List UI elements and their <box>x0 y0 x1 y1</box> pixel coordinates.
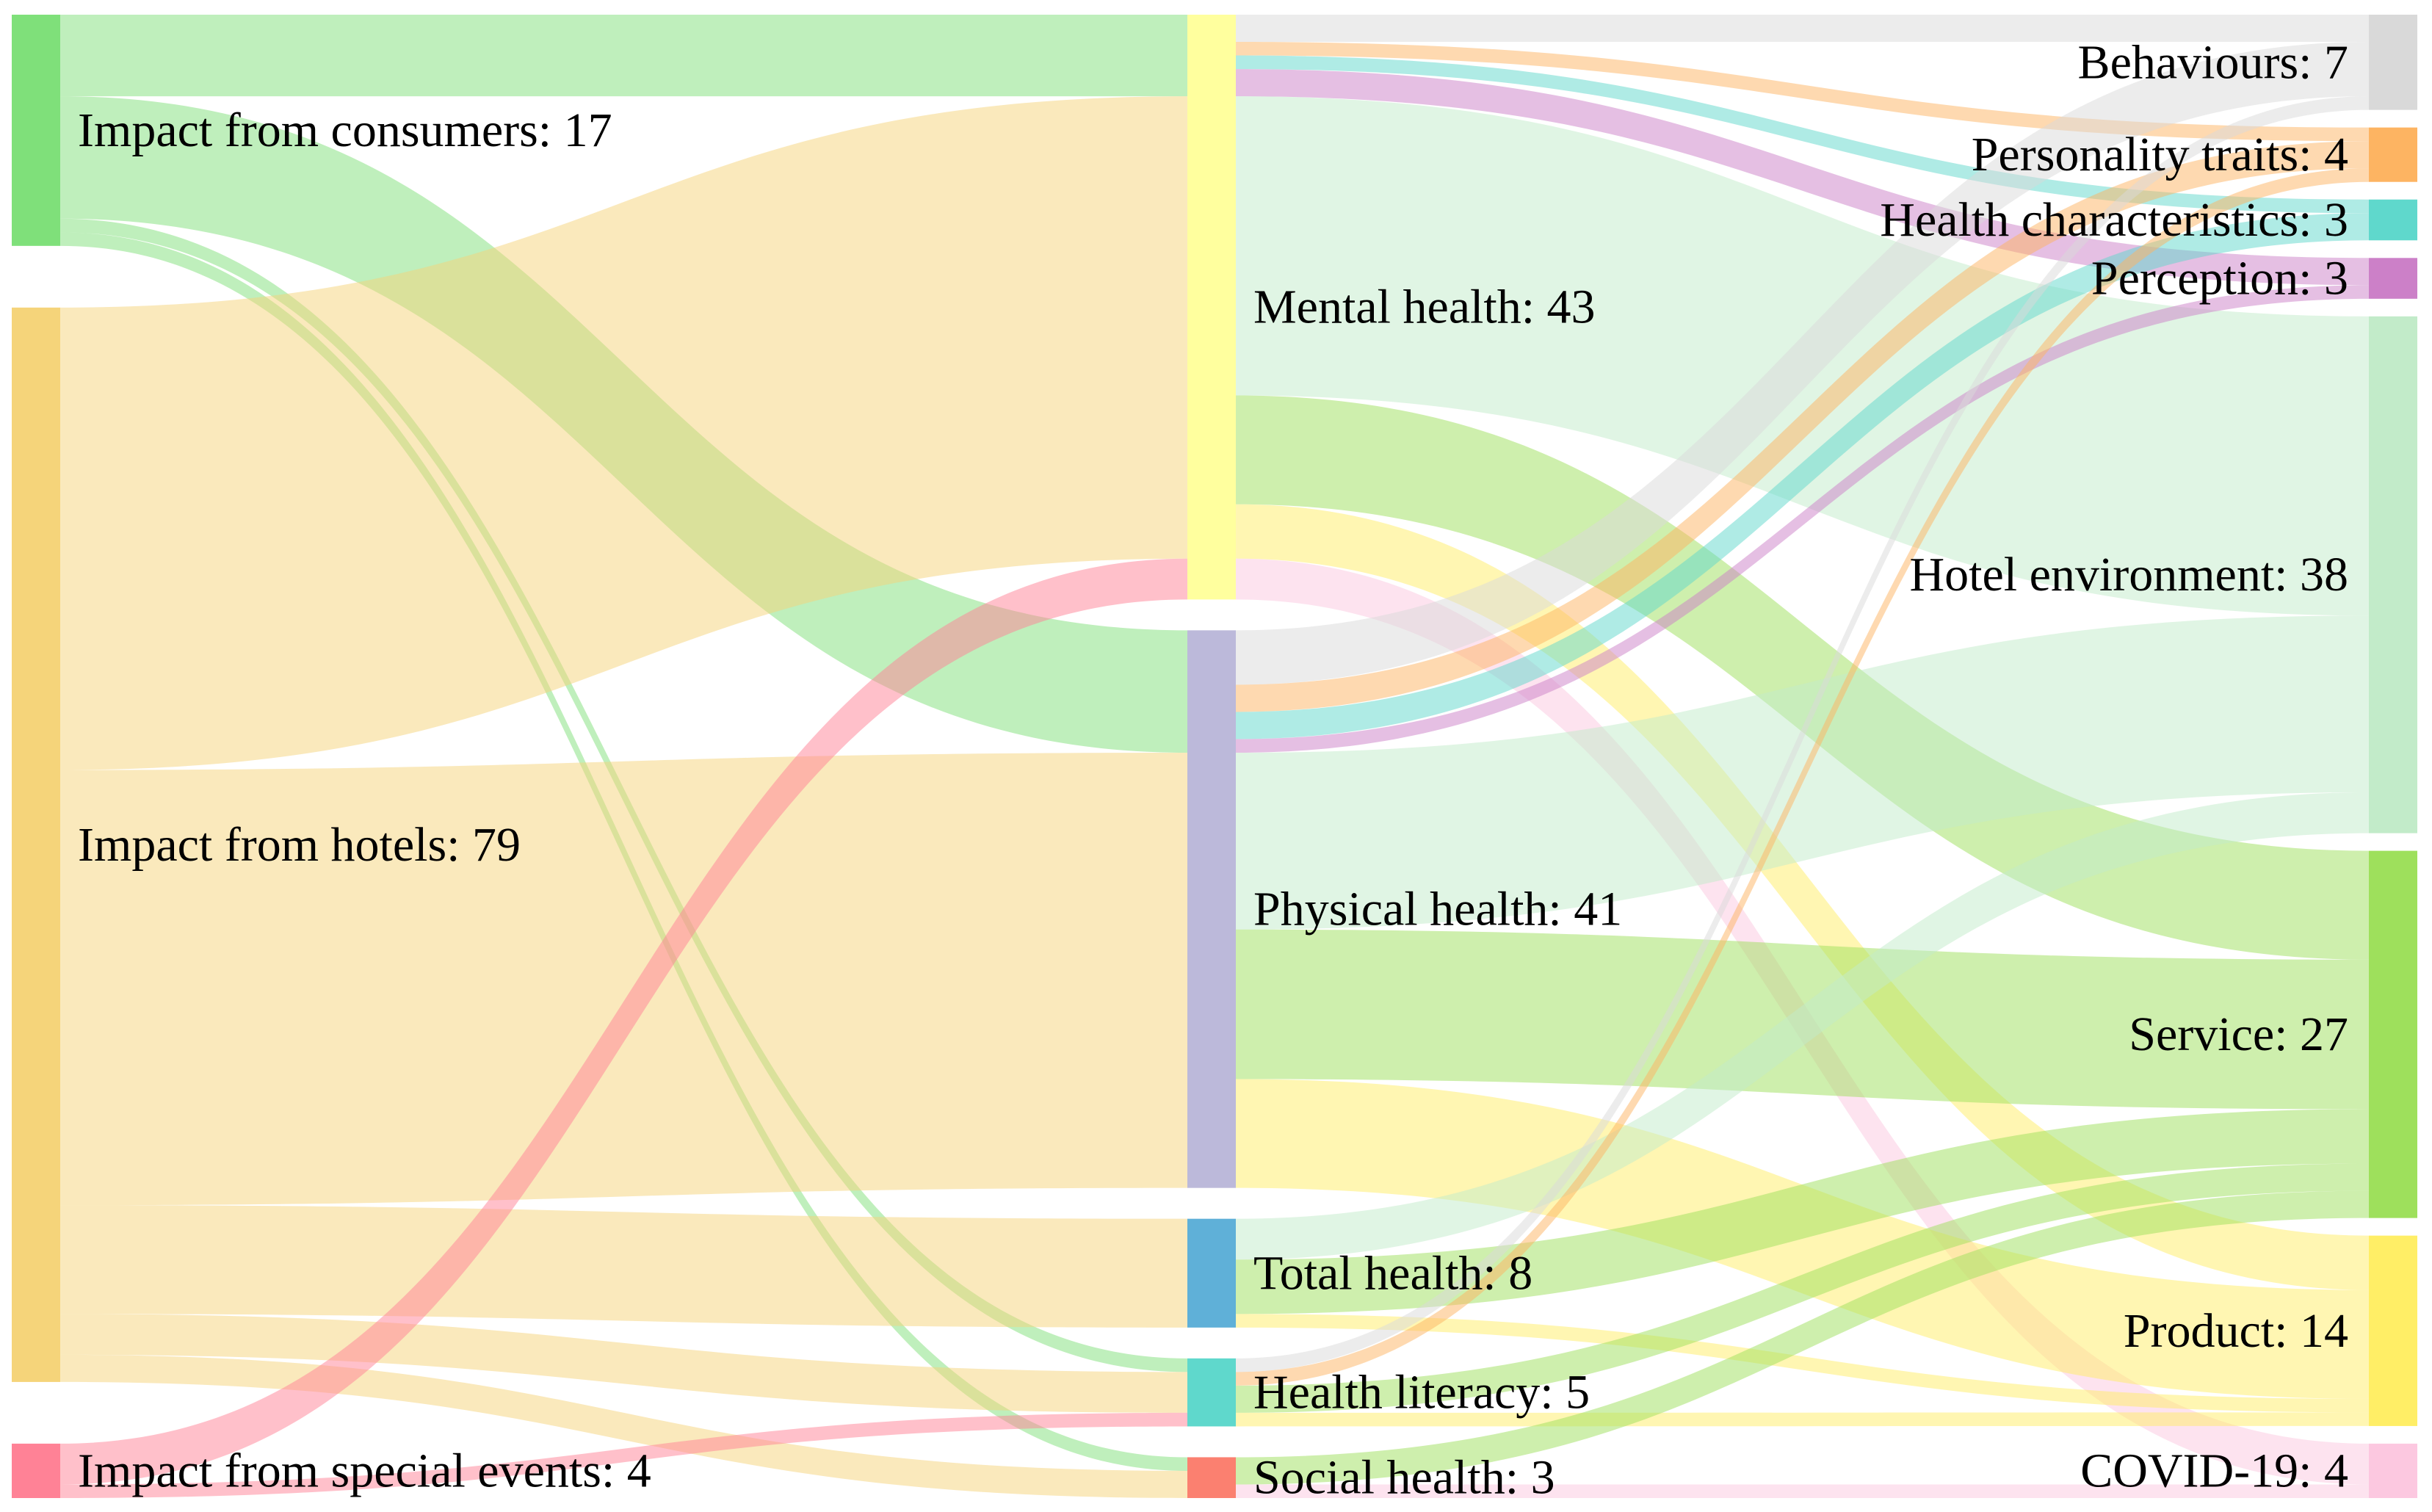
link-hotels-to-literacy <box>60 1314 1187 1413</box>
node-hotels <box>12 307 60 1382</box>
node-healthchar <box>2369 199 2417 241</box>
links-layer <box>60 15 2369 1498</box>
link-mental-to-personality <box>1236 42 2369 142</box>
node-total <box>1187 1218 1236 1328</box>
label-hotels: Impact from hotels: 79 <box>78 818 521 872</box>
link-social-to-covid <box>1236 1484 2369 1498</box>
link-literacy-to-behaviours <box>1236 96 2369 1372</box>
label-perception: Perception: 3 <box>2091 252 2348 305</box>
link-physical-to-product <box>1236 1079 2369 1399</box>
label-events: Impact from special events: 4 <box>78 1444 651 1497</box>
label-service: Service: 27 <box>2129 1008 2348 1061</box>
link-hotels-to-mental <box>60 96 1187 770</box>
link-literacy-to-product <box>1236 1412 2369 1427</box>
link-hotels-to-total <box>60 1205 1187 1328</box>
node-hotelenv <box>2369 316 2417 833</box>
link-mental-to-perception <box>1236 69 2369 286</box>
label-social: Social health: 3 <box>1253 1451 1555 1505</box>
label-consumers: Impact from consumers: 17 <box>78 104 612 157</box>
label-covid: COVID-19: 4 <box>2080 1444 2348 1497</box>
node-events <box>12 1443 60 1498</box>
node-social <box>1187 1457 1236 1498</box>
nodes-layer <box>12 15 2417 1498</box>
node-physical <box>1187 630 1236 1188</box>
label-healthchar: Health characteristics: 3 <box>1880 193 2348 247</box>
node-consumers <box>12 15 60 246</box>
link-mental-to-behaviours <box>1236 15 2369 43</box>
node-perception <box>2369 258 2417 299</box>
link-consumers-to-mental <box>60 15 1187 97</box>
link-total-to-hotelenv <box>1236 792 2369 1260</box>
link-total-to-service <box>1236 1109 2369 1314</box>
label-personality: Personality traits: 4 <box>1972 128 2348 181</box>
link-physical-to-perception <box>1236 285 2369 753</box>
node-behaviours <box>2369 15 2417 110</box>
link-mental-to-service <box>1236 395 2369 960</box>
label-literacy: Health literacy: 5 <box>1253 1366 1590 1419</box>
link-physical-to-behaviours <box>1236 42 2369 685</box>
link-hotels-to-physical <box>60 753 1187 1206</box>
node-product <box>2369 1235 2417 1426</box>
label-physical: Physical health: 41 <box>1253 883 1622 936</box>
node-literacy <box>1187 1358 1236 1427</box>
link-mental-to-healthchar <box>1236 55 2369 214</box>
labels-layer: Impact from consumers: 17 Impact from hot… <box>78 35 2348 1504</box>
link-mental-to-product <box>1236 504 2369 1290</box>
link-physical-to-healthchar <box>1236 213 2369 739</box>
link-events-to-mental <box>60 558 1187 1485</box>
link-literacy-to-service <box>1236 1163 2369 1413</box>
node-mental <box>1187 15 1236 600</box>
node-personality <box>2369 127 2417 182</box>
label-mental: Mental health: 43 <box>1253 281 1596 334</box>
link-total-to-product <box>1236 1314 2369 1413</box>
link-events-to-literacy <box>60 1412 1187 1498</box>
node-service <box>2369 850 2417 1218</box>
label-behaviours: Behaviours: 7 <box>2078 35 2348 89</box>
link-literacy-to-personality <box>1236 168 2369 1386</box>
label-hotelenv: Hotel environment: 38 <box>1909 548 2348 601</box>
link-physical-to-personality <box>1236 141 2369 712</box>
label-total: Total health: 8 <box>1253 1246 1532 1300</box>
label-product: Product: 14 <box>2124 1304 2348 1358</box>
link-social-to-service <box>1236 1190 2369 1485</box>
node-covid <box>2369 1443 2417 1498</box>
